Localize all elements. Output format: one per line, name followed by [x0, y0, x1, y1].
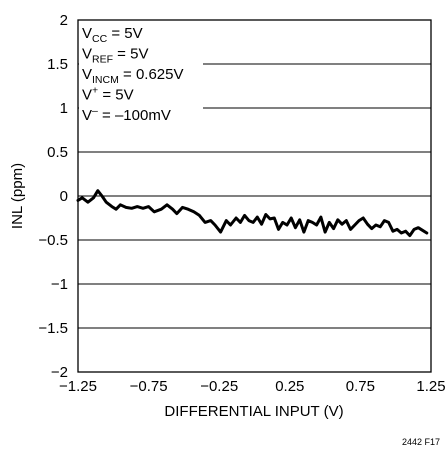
y-tick-label: −1.5	[38, 320, 68, 337]
test-condition: VREF = 5V	[82, 46, 148, 66]
y-tick-label: −0.5	[38, 232, 68, 249]
y-tick-label: 0.5	[47, 144, 68, 161]
x-tick-label: −0.25	[200, 378, 238, 395]
plot-frame	[77, 19, 432, 373]
x-tick-label: 0.25	[275, 378, 304, 395]
y-tick-label: −1	[51, 276, 68, 293]
y-axis-label: INL (ppm)	[9, 163, 26, 229]
conditions-box-bg	[79, 21, 203, 129]
y-tick-label: 2	[60, 12, 68, 29]
test-condition: V– = –100mV	[82, 105, 171, 124]
x-axis-label: DIFFERENTIAL INPUT (V)	[164, 403, 343, 420]
x-tick-label: 1.25	[416, 378, 445, 395]
x-tick-labels: −1.25 −0.75 −0.25 0.25 0.75 1.25	[59, 378, 446, 395]
x-tick-label: 0.75	[346, 378, 375, 395]
test-condition: VCC = 5V	[82, 25, 143, 45]
y-tick-label: 0	[60, 188, 68, 205]
x-tick-label: −1.25	[59, 378, 97, 395]
y-tick-label: −2	[51, 364, 68, 381]
y-tick-label: 1	[60, 100, 68, 117]
y-tick-label: 1.5	[47, 56, 68, 73]
y-tick-labels: 2 1.5 1 0.5 0 −0.5 −1 −1.5 −2	[38, 12, 68, 381]
inl-series-line	[76, 189, 429, 238]
test-condition: VINCM = 0.625V	[82, 66, 184, 86]
test-condition: V+ = 5V	[82, 85, 134, 104]
figure-code: 2442 F17	[402, 437, 440, 447]
x-tick-label: −0.75	[130, 378, 168, 395]
